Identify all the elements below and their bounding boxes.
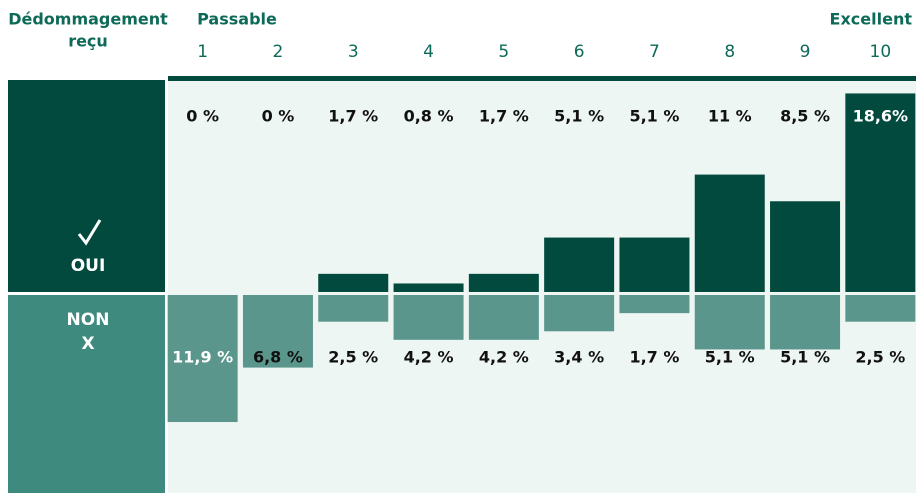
category-label: 5 — [498, 42, 509, 62]
value-label: 4,2 % — [479, 348, 529, 367]
value-label: 11 % — [708, 107, 752, 126]
bar — [242, 295, 313, 368]
bar — [619, 237, 690, 292]
category-label: 10 — [870, 42, 892, 62]
no-label: NON — [67, 310, 110, 330]
category-label: 4 — [423, 42, 434, 62]
value-label: 6,8 % — [253, 348, 303, 367]
value-label: 1,7 % — [629, 348, 679, 367]
bar — [468, 295, 539, 340]
bar — [619, 295, 690, 314]
value-label: 18,6% — [853, 107, 909, 126]
scale-low-label: Passable — [197, 10, 277, 29]
value-label: 11,9 % — [172, 348, 233, 367]
bar — [845, 93, 916, 292]
value-label: 0,8 % — [404, 107, 454, 126]
value-label: 0 % — [186, 107, 219, 126]
category-label: 3 — [348, 42, 359, 62]
value-label: 3,4 % — [554, 348, 604, 367]
category-label: 6 — [574, 42, 585, 62]
value-label: 5,1 % — [705, 348, 755, 367]
scale-high-label: Excellent — [830, 10, 913, 29]
yes-label: OUI — [71, 256, 106, 276]
bar — [393, 283, 464, 292]
category-label: 8 — [724, 42, 735, 62]
row-header: reçu — [68, 32, 108, 51]
value-label: 5,1 % — [780, 348, 830, 367]
check-icon — [77, 219, 102, 246]
header-rule — [168, 76, 916, 81]
value-label: 0 % — [262, 107, 295, 126]
bar — [167, 295, 238, 423]
bar — [468, 273, 539, 292]
category-label: 2 — [273, 42, 284, 62]
bar — [694, 295, 765, 350]
value-label: 5,1 % — [554, 107, 604, 126]
bar — [694, 174, 765, 292]
row-header: Dédommagement — [8, 10, 168, 29]
bar — [318, 295, 389, 322]
value-label: 8,5 % — [780, 107, 830, 126]
category-label: 7 — [649, 42, 660, 62]
category-label: 9 — [800, 42, 811, 62]
value-label: 2,5 % — [328, 348, 378, 367]
no-panel — [8, 295, 165, 493]
value-label: 1,7 % — [479, 107, 529, 126]
bar — [544, 295, 615, 332]
no-symbol: X — [81, 334, 94, 354]
value-label: 1,7 % — [328, 107, 378, 126]
bar — [393, 295, 464, 340]
yes-panel — [8, 80, 165, 292]
bar — [770, 295, 841, 350]
bar — [770, 201, 841, 292]
bar — [544, 237, 615, 292]
category-label: 1 — [197, 42, 208, 62]
value-label: 4,2 % — [404, 348, 454, 367]
bar — [318, 273, 389, 292]
value-label: 5,1 % — [629, 107, 679, 126]
value-label: 2,5 % — [855, 348, 905, 367]
bar — [845, 295, 916, 322]
